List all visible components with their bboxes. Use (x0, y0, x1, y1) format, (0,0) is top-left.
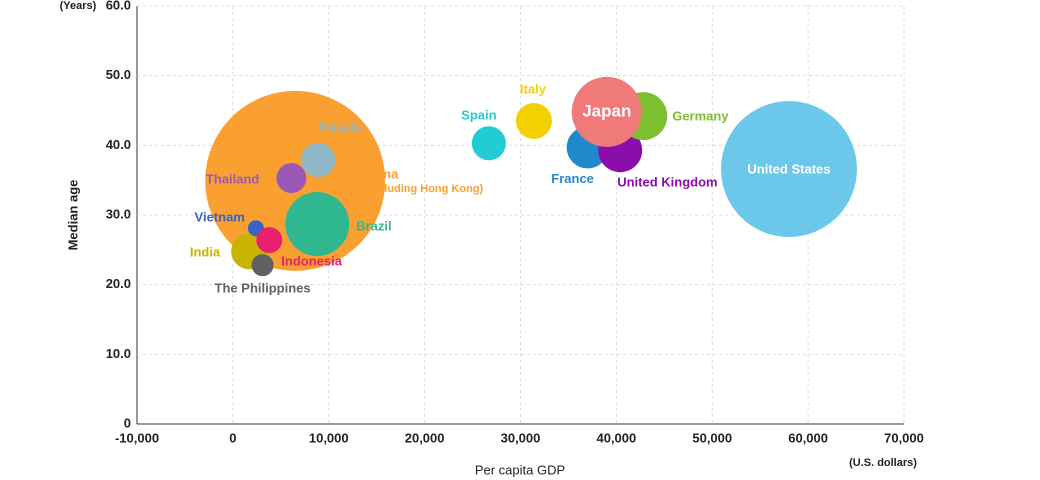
point-label: Germany (672, 109, 729, 124)
bubble (471, 126, 506, 161)
x-tick-label: 10,000 (309, 430, 349, 445)
x-tick-label: 30,000 (501, 430, 541, 445)
x-axis-label: Per capita GDP (475, 462, 565, 477)
bubble (720, 101, 857, 238)
x-tick-label: 60,000 (788, 430, 828, 445)
x-tick-label: 40,000 (596, 430, 636, 445)
point-label: United Kingdom (617, 175, 717, 190)
x-tick-label: 70,000 (884, 430, 924, 445)
point-label: United States (747, 161, 830, 176)
y-tick-label: 20.0 (106, 276, 131, 291)
point-label: France (551, 171, 594, 186)
bubble (276, 163, 307, 194)
y-axis-unit: (Years) (60, 0, 97, 12)
bubble (256, 227, 283, 254)
point-label: Spain (461, 108, 496, 123)
bubble (251, 254, 274, 277)
x-axis-unit: (U.S. dollars) (849, 457, 917, 469)
point-label: Thailand (206, 172, 260, 187)
x-tick-label: 20,000 (405, 430, 445, 445)
point-label: The Philippines (215, 281, 311, 296)
point-label: Brazil (356, 218, 391, 233)
y-tick-label: 40.0 (106, 137, 131, 152)
bubble (571, 76, 642, 147)
x-tick-label: -10,000 (115, 430, 159, 445)
y-tick-label: 60.0 (106, 0, 131, 12)
y-axis-label: Median age (65, 180, 80, 251)
x-tick-label: 0 (229, 430, 236, 445)
y-tick-label: 10.0 (106, 346, 131, 361)
point-label: Japan (582, 101, 631, 120)
point-sublabel: (excluding Hong Kong) (362, 183, 483, 195)
bubble (285, 192, 350, 257)
bubble (515, 102, 552, 139)
point-label: Russia (319, 119, 362, 134)
y-tick-label: 0 (124, 415, 131, 430)
point-label: Italy (520, 81, 547, 96)
bubble (301, 142, 336, 177)
x-tick-label: 50,000 (692, 430, 732, 445)
point-label: Vietnam (195, 210, 245, 225)
point-label: India (190, 245, 221, 260)
y-tick-label: 30.0 (106, 206, 131, 221)
point-label: Indonesia (281, 254, 342, 269)
point-label: China (362, 166, 399, 181)
y-tick-label: 50.0 (106, 67, 131, 82)
